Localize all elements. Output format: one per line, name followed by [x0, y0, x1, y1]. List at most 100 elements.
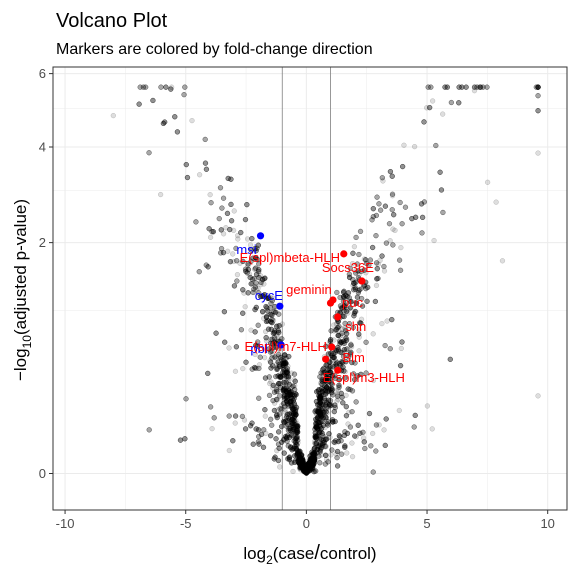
data-point	[252, 351, 258, 358]
data-point	[320, 388, 326, 395]
data-point	[440, 209, 446, 216]
data-point	[397, 362, 404, 369]
data-point	[339, 359, 346, 366]
data-point	[275, 328, 281, 334]
data-point	[252, 329, 258, 335]
data-point	[331, 408, 337, 415]
data-point	[331, 322, 337, 328]
data-point	[327, 369, 334, 375]
data-point	[255, 322, 261, 328]
data-point	[184, 174, 191, 181]
data-point	[228, 201, 234, 208]
data-point	[299, 460, 305, 466]
data-point	[270, 363, 276, 369]
data-point	[203, 166, 210, 172]
data-point	[297, 448, 303, 454]
data-point	[241, 290, 247, 296]
data-point	[205, 264, 211, 270]
chart-subtitle: Markers are colored by fold-change direc…	[56, 41, 373, 58]
data-point	[317, 409, 324, 416]
data-point	[184, 174, 191, 181]
data-point	[276, 323, 283, 329]
data-point	[291, 459, 298, 466]
data-point	[429, 98, 436, 104]
data-point	[331, 354, 337, 360]
data-point	[399, 339, 405, 345]
data-point	[253, 271, 260, 278]
data-point	[316, 399, 323, 406]
data-point	[325, 459, 331, 465]
data-point	[311, 451, 317, 457]
data-point	[314, 426, 320, 432]
data-point	[255, 427, 262, 433]
data-point	[285, 363, 291, 369]
data-point	[168, 84, 175, 90]
data-point	[291, 427, 297, 433]
gene-point-e-spl-m7-hlh	[328, 343, 336, 351]
data-point	[247, 274, 253, 281]
data-point	[312, 434, 318, 440]
data-point	[456, 84, 462, 90]
data-point	[289, 432, 295, 438]
data-point	[314, 446, 321, 453]
data-point	[297, 467, 304, 473]
data-point	[379, 253, 385, 259]
data-point	[282, 409, 288, 415]
gene-point-cyce	[276, 302, 284, 310]
data-point	[425, 84, 431, 90]
data-point	[146, 150, 152, 156]
data-point	[353, 309, 359, 315]
data-point	[277, 374, 283, 381]
data-point	[271, 336, 278, 342]
data-point	[256, 441, 262, 447]
data-point	[174, 129, 181, 135]
data-point	[351, 244, 358, 250]
data-point	[209, 426, 215, 432]
data-point	[304, 467, 311, 474]
data-point	[380, 178, 386, 184]
data-point	[287, 399, 293, 405]
data-point	[289, 403, 295, 410]
data-point	[256, 274, 262, 281]
data-point	[331, 337, 337, 343]
data-point	[329, 417, 336, 423]
data-point	[299, 464, 305, 471]
data-point	[301, 462, 308, 469]
data-point	[281, 360, 288, 367]
data-point	[281, 360, 287, 367]
data-point	[389, 207, 395, 213]
data-point	[335, 396, 341, 402]
data-point	[313, 424, 319, 431]
data-point	[341, 368, 347, 374]
data-point	[276, 372, 282, 378]
data-point	[317, 395, 324, 402]
data-point	[288, 445, 294, 451]
data-point	[338, 390, 344, 397]
data-point	[284, 369, 291, 375]
data-point	[300, 458, 306, 464]
data-point	[242, 304, 248, 310]
y-axis-ticks: 0 2 4 6	[39, 66, 53, 481]
gene-point-geminin	[329, 296, 337, 304]
data-point	[391, 212, 397, 218]
data-point	[284, 411, 291, 417]
data-point	[279, 402, 285, 408]
data-point	[305, 463, 311, 469]
data-point	[261, 292, 267, 299]
data-point	[218, 227, 224, 233]
gene-point-blm	[322, 355, 330, 363]
data-point	[300, 464, 307, 471]
data-point	[293, 404, 300, 411]
data-point	[389, 193, 396, 199]
gene-label-e-spl-m3-hlh: E(spl)m3-HLH	[323, 370, 405, 385]
data-point	[274, 366, 280, 373]
data-point	[281, 387, 288, 394]
data-point	[285, 373, 291, 379]
data-point	[278, 354, 284, 361]
data-point	[320, 401, 326, 407]
data-point	[448, 99, 455, 106]
data-point	[309, 460, 316, 466]
plot-panel	[53, 67, 567, 510]
data-point	[298, 459, 304, 465]
data-point	[318, 406, 324, 412]
